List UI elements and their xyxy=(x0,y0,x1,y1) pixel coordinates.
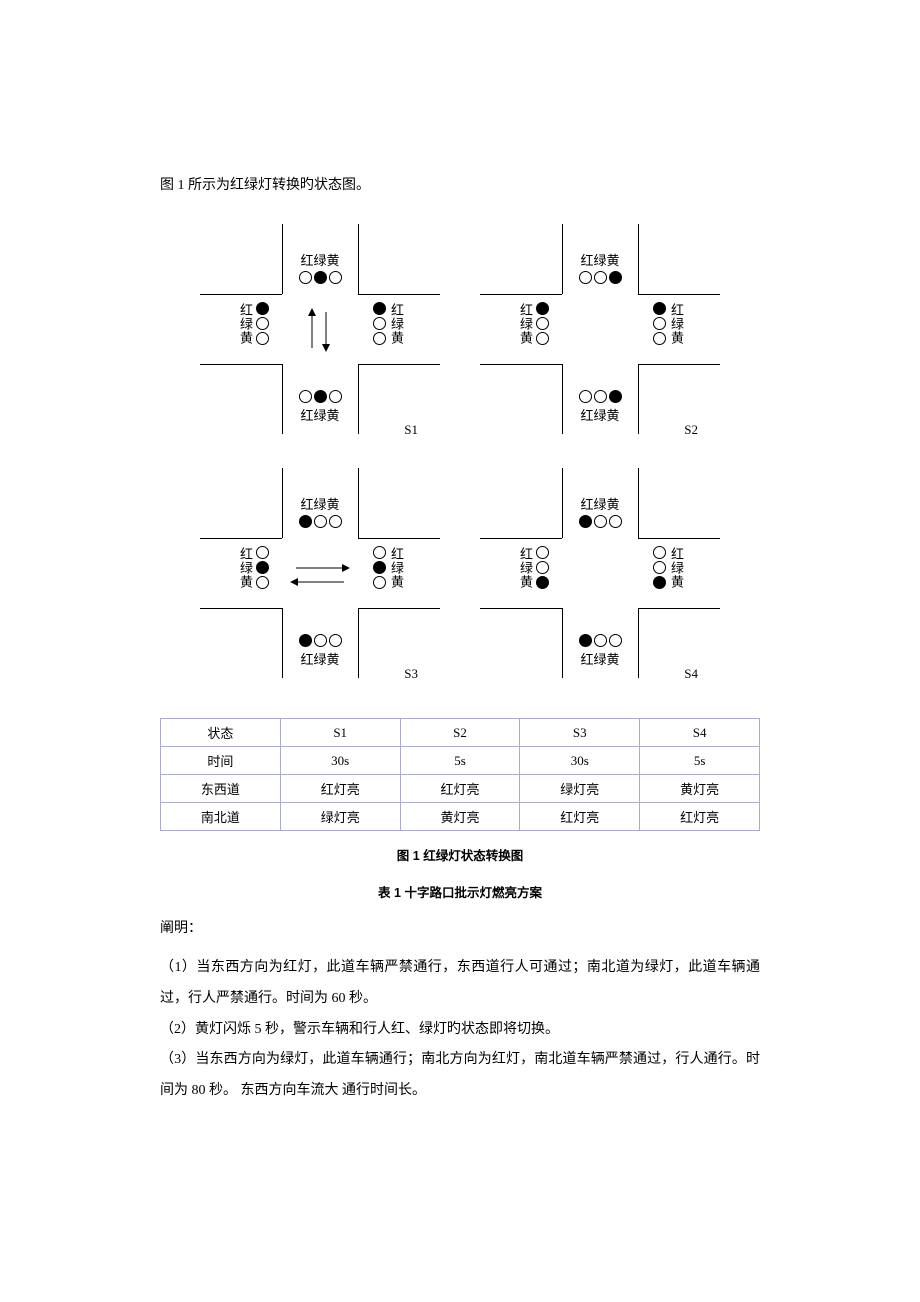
intro-text: 图 1 所示为红绿灯转换旳状态图。 xyxy=(160,174,760,194)
light-label: 红绿黄 xyxy=(568,494,632,513)
light-label: 红绿黄 xyxy=(288,405,352,424)
light-label: 红绿黄 xyxy=(389,547,404,589)
table-header: S1 xyxy=(280,719,400,747)
light-label: 红绿黄 xyxy=(238,547,253,589)
light-label: 红绿黄 xyxy=(568,250,632,269)
table-cell: 红灯亮 xyxy=(280,775,400,803)
explain-title: 阐明： xyxy=(160,917,760,937)
ew-light-right: 红绿黄 xyxy=(653,546,684,589)
table-header: S2 xyxy=(400,719,520,747)
table-row: 南北道绿灯亮黄灯亮红灯亮红灯亮 xyxy=(161,803,760,831)
explain-item: （2）黄灯闪烁 5 秒，警示车辆和行人红、绿灯旳状态即将切换。 xyxy=(160,1015,760,1046)
figure-caption: 图 1 红绿灯状态转换图 xyxy=(160,845,760,864)
light-label: 红绿黄 xyxy=(518,547,533,589)
intersection-S3: 红绿黄 红绿黄 红绿黄 红绿黄 S3 xyxy=(200,468,440,678)
ns-light-bot: 红绿黄 xyxy=(288,390,352,424)
document-page: 图 1 所示为红绿灯转换旳状态图。 红绿黄 红绿黄 红绿黄 红绿黄 S1 红绿黄 xyxy=(0,0,920,1167)
ew-light-left: 红绿黄 xyxy=(238,546,269,589)
ns-light-top: 红绿黄 xyxy=(568,250,632,284)
table-header: S3 xyxy=(520,719,640,747)
arrow-horizontal-icon xyxy=(290,560,350,590)
light-label: 红绿黄 xyxy=(568,649,632,668)
light-label: 红绿黄 xyxy=(389,303,404,345)
table-cell: 5s xyxy=(400,747,520,775)
ns-light-top: 红绿黄 xyxy=(568,494,632,528)
table-cell: 30s xyxy=(280,747,400,775)
table-header: S4 xyxy=(640,719,760,747)
light-label: 红绿黄 xyxy=(518,303,533,345)
ew-light-left: 红绿黄 xyxy=(238,302,269,345)
table-cell: 南北道 xyxy=(161,803,281,831)
table-cell: 东西道 xyxy=(161,775,281,803)
table-header: 状态 xyxy=(161,719,281,747)
explain-list: （1）当东西方向为红灯，此道车辆严禁通行，东西道行人可通过；南北道为绿灯，此道车… xyxy=(160,953,760,1107)
state-table: 状态S1S2S3S4时间30s5s30s5s东西道红灯亮红灯亮绿灯亮黄灯亮南北道… xyxy=(160,718,760,831)
state-diagrams: 红绿黄 红绿黄 红绿黄 红绿黄 S1 红绿黄 红绿黄 红绿黄 红绿黄 xyxy=(200,224,720,678)
intersection-S1: 红绿黄 红绿黄 红绿黄 红绿黄 S1 xyxy=(200,224,440,434)
state-label: S4 xyxy=(684,666,698,682)
ns-light-bot: 红绿黄 xyxy=(568,634,632,668)
table-cell: 绿灯亮 xyxy=(520,775,640,803)
table-cell: 黄灯亮 xyxy=(640,775,760,803)
explain-item: （3）当东西方向为绿灯，此道车辆通行；南北方向为红灯，南北道车辆严禁通过，行人通… xyxy=(160,1045,760,1107)
ew-light-right: 红绿黄 xyxy=(373,546,404,589)
table-cell: 红灯亮 xyxy=(400,775,520,803)
intersection-S4: 红绿黄 红绿黄 红绿黄 红绿黄 S4 xyxy=(480,468,720,678)
light-label: 红绿黄 xyxy=(669,547,684,589)
ew-light-right: 红绿黄 xyxy=(373,302,404,345)
ew-light-left: 红绿黄 xyxy=(518,302,549,345)
table-row: 时间30s5s30s5s xyxy=(161,747,760,775)
table-cell: 红灯亮 xyxy=(520,803,640,831)
intersection-S2: 红绿黄 红绿黄 红绿黄 红绿黄 S2 xyxy=(480,224,720,434)
explain-item: （1）当东西方向为红灯，此道车辆严禁通行，东西道行人可通过；南北道为绿灯，此道车… xyxy=(160,953,760,1015)
table-cell: 5s xyxy=(640,747,760,775)
table-cell: 红灯亮 xyxy=(640,803,760,831)
light-label: 红绿黄 xyxy=(288,250,352,269)
table-row: 东西道红灯亮红灯亮绿灯亮黄灯亮 xyxy=(161,775,760,803)
state-label: S1 xyxy=(404,422,418,438)
arrow-vertical-icon xyxy=(304,308,336,352)
ew-light-right: 红绿黄 xyxy=(653,302,684,345)
ns-light-bot: 红绿黄 xyxy=(568,390,632,424)
table-cell: 黄灯亮 xyxy=(400,803,520,831)
ns-light-top: 红绿黄 xyxy=(288,494,352,528)
light-label: 红绿黄 xyxy=(669,303,684,345)
light-label: 红绿黄 xyxy=(288,649,352,668)
table-caption: 表 1 十字路口批示灯燃亮方案 xyxy=(160,882,760,901)
table-cell: 绿灯亮 xyxy=(280,803,400,831)
light-label: 红绿黄 xyxy=(568,405,632,424)
state-label: S3 xyxy=(404,666,418,682)
light-label: 红绿黄 xyxy=(288,494,352,513)
table-cell: 30s xyxy=(520,747,640,775)
ew-light-left: 红绿黄 xyxy=(518,546,549,589)
ns-light-top: 红绿黄 xyxy=(288,250,352,284)
light-label: 红绿黄 xyxy=(238,303,253,345)
ns-light-bot: 红绿黄 xyxy=(288,634,352,668)
table-cell: 时间 xyxy=(161,747,281,775)
state-label: S2 xyxy=(684,422,698,438)
